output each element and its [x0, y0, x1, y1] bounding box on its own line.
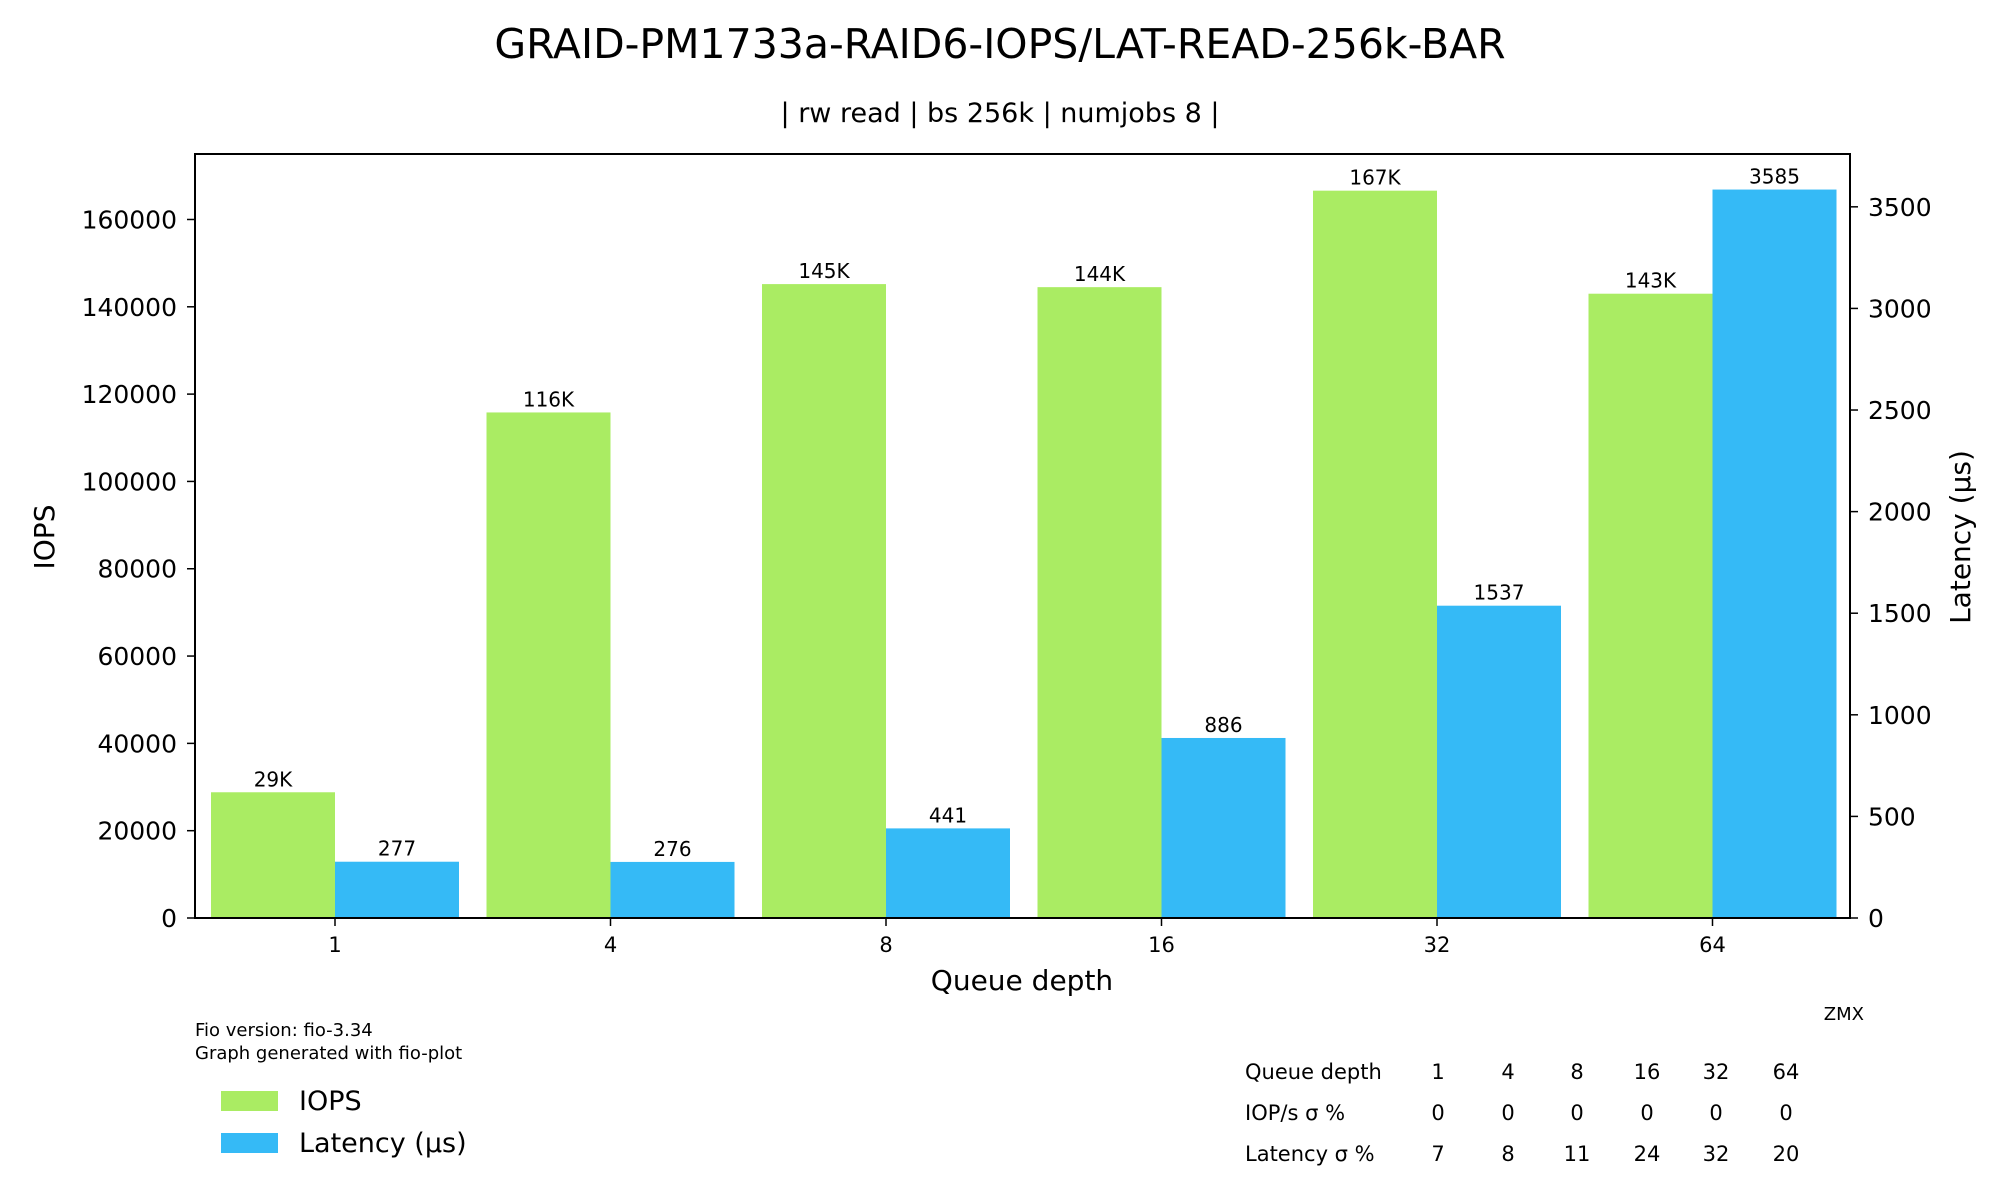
y-tick-label: 60000	[97, 642, 177, 671]
iops-data-label: 116K	[523, 387, 575, 411]
latency-data-label: 886	[1204, 713, 1242, 737]
stats-cell: 16	[1634, 1060, 1661, 1084]
y-tick-label: 140000	[82, 293, 177, 322]
iops-data-label: 145K	[798, 259, 850, 283]
stats-table: Queue depth 1 4 8 16 32 64 IOP/s σ % 0 0 0 0 0 0 Laten…	[1245, 1060, 1799, 1166]
y2-tick-label: 1500	[1868, 599, 1932, 628]
iops-data-label: 167K	[1349, 166, 1401, 190]
stats-cell: 24	[1634, 1142, 1661, 1166]
stats-cell: 8	[1501, 1142, 1514, 1166]
author-label: ZMX	[1824, 1004, 1864, 1025]
y2-tick-label: 2000	[1868, 498, 1932, 527]
legend-label-latency: Latency (µs)	[299, 1128, 467, 1159]
x-tick-label: 1	[328, 933, 341, 957]
y-tick-label: 100000	[82, 467, 177, 496]
iops-data-label: 144K	[1074, 262, 1126, 286]
y-tick-label: 80000	[97, 555, 177, 584]
y2-tick-label: 500	[1868, 802, 1916, 831]
stats-row-label: Queue depth	[1245, 1060, 1382, 1084]
latency-bar	[335, 861, 459, 918]
iops-data-label: 29K	[254, 767, 293, 791]
latency-data-label: 276	[653, 837, 691, 861]
stats-cell: 0	[1779, 1101, 1792, 1125]
stats-cell: 20	[1773, 1142, 1800, 1166]
latency-data-label: 441	[929, 803, 967, 827]
stats-cell: 1	[1431, 1060, 1444, 1084]
legend-swatch-latency	[221, 1133, 278, 1153]
iops-bar	[762, 284, 886, 919]
x-axis-label: Queue depth	[931, 964, 1113, 997]
plot-area: 29K 277 1 116K 276 4 145K 441 8 144K 886 16 167K 1537…	[82, 165, 1932, 957]
latency-bar	[1712, 189, 1837, 918]
chart-title: GRAID-PM1733a-RAID6-IOPS/LAT-READ-256k-B…	[494, 20, 1505, 68]
x-tick-label: 32	[1424, 933, 1451, 957]
stats-row-label: IOP/s σ %	[1245, 1101, 1345, 1125]
latency-data-label: 3585	[1749, 165, 1800, 189]
iops-bar	[486, 412, 611, 918]
stats-cell: 11	[1564, 1142, 1591, 1166]
plot-frame	[194, 153, 1851, 919]
stats-cell: 0	[1501, 1101, 1514, 1125]
y-tick-label: 0	[161, 904, 177, 933]
y2-tick-label: 2500	[1868, 396, 1932, 425]
stats-cell: 8	[1570, 1060, 1583, 1084]
stats-cell: 64	[1773, 1060, 1800, 1084]
iops-data-label: 143K	[1625, 269, 1677, 293]
stats-cell: 32	[1703, 1142, 1730, 1166]
x-tick-label: 4	[604, 933, 617, 957]
y2-tick-label: 1000	[1868, 701, 1932, 730]
y2-tick-label: 0	[1868, 904, 1884, 933]
latency-data-label: 1537	[1474, 581, 1525, 605]
x-tick-label: 64	[1699, 933, 1726, 957]
stats-cell: 0	[1570, 1101, 1583, 1125]
y2-axis-label: Latency (µs)	[1944, 450, 1977, 624]
y-tick-label: 20000	[97, 817, 177, 846]
y2-tick-label: 3000	[1868, 294, 1932, 323]
x-tick-label: 16	[1148, 933, 1175, 957]
latency-bar	[886, 828, 1010, 918]
legend-swatch-iops	[221, 1091, 278, 1111]
stats-row-label: Latency σ %	[1245, 1142, 1375, 1166]
latency-bar	[1161, 737, 1286, 918]
stats-cell: 32	[1703, 1060, 1730, 1084]
x-tick-label: 8	[879, 933, 892, 957]
iops-bar	[211, 792, 335, 918]
legend-label-iops: IOPS	[299, 1086, 362, 1117]
stats-cell: 0	[1640, 1101, 1653, 1125]
stats-cell: 4	[1501, 1060, 1514, 1084]
y2-tick-label: 3500	[1868, 193, 1932, 222]
iops-bar	[1313, 190, 1437, 918]
iops-bar	[1588, 293, 1713, 918]
legend: IOPS Latency (µs)	[221, 1086, 467, 1159]
y-tick-label: 120000	[82, 380, 177, 409]
stats-cell: 0	[1431, 1101, 1444, 1125]
y-axis-label: IOPS	[28, 505, 61, 570]
stats-cell: 0	[1709, 1101, 1722, 1125]
latency-data-label: 277	[378, 837, 416, 861]
y-tick-label: 160000	[82, 205, 177, 234]
y-tick-label: 40000	[97, 729, 177, 758]
latency-bar	[1437, 605, 1561, 918]
stats-cell: 7	[1431, 1142, 1444, 1166]
generated-with-text: Graph generated with fio-plot	[195, 1043, 462, 1064]
chart-subtitle: | rw read | bs 256k | numjobs 8 |	[781, 98, 1220, 129]
fio-version-text: Fio version: fio-3.34	[195, 1020, 373, 1041]
latency-bar	[610, 861, 735, 918]
iops-bar	[1037, 287, 1162, 918]
